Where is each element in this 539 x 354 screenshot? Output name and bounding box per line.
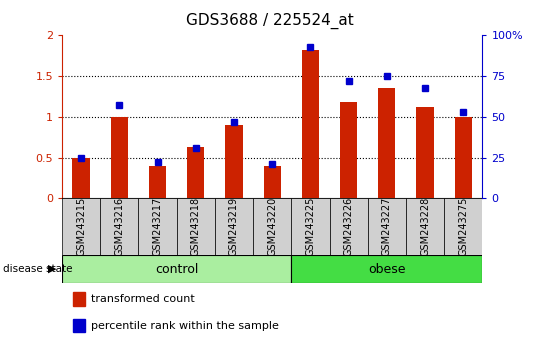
Text: GDS3688 / 225524_at: GDS3688 / 225524_at [185, 12, 354, 29]
Text: GSM243217: GSM243217 [153, 197, 163, 256]
Bar [264, 166, 281, 198]
Bar [187, 147, 204, 198]
Text: GSM243227: GSM243227 [382, 197, 392, 256]
Text: GSM243228: GSM243228 [420, 197, 430, 256]
Bar [340, 102, 357, 198]
Bar [444, 198, 482, 255]
Bar [215, 198, 253, 255]
Text: control: control [155, 263, 198, 275]
Bar [149, 166, 166, 198]
Text: GSM243216: GSM243216 [114, 197, 125, 256]
Bar [417, 107, 434, 198]
Bar [100, 198, 139, 255]
Text: GSM243226: GSM243226 [344, 197, 354, 256]
Text: GSM243218: GSM243218 [191, 197, 201, 256]
Bar [62, 198, 100, 255]
Bar [110, 117, 128, 198]
Text: disease state: disease state [3, 264, 72, 274]
Text: ▶: ▶ [48, 264, 57, 274]
Bar [329, 198, 368, 255]
Bar [72, 158, 89, 198]
Bar [177, 198, 215, 255]
Bar [302, 50, 319, 198]
Bar [291, 255, 482, 283]
Text: obese: obese [368, 263, 406, 275]
Text: GSM243225: GSM243225 [306, 197, 315, 256]
Text: GSM243220: GSM243220 [267, 197, 277, 256]
Bar [368, 198, 406, 255]
Text: percentile rank within the sample: percentile rank within the sample [91, 321, 279, 331]
Bar [406, 198, 444, 255]
Bar [455, 117, 472, 198]
Text: GSM243275: GSM243275 [458, 197, 468, 256]
Text: GSM243215: GSM243215 [76, 197, 86, 256]
Bar [225, 125, 243, 198]
Text: GSM243219: GSM243219 [229, 197, 239, 256]
Bar [378, 88, 396, 198]
Bar [139, 198, 177, 255]
Text: transformed count: transformed count [91, 294, 195, 304]
Bar [291, 198, 329, 255]
Bar [253, 198, 291, 255]
Bar [62, 255, 291, 283]
